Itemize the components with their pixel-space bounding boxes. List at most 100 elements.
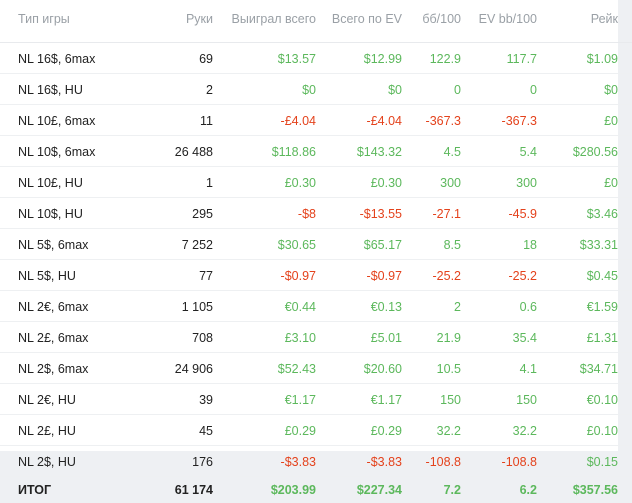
cell-ev-total: -£4.04 [316,105,402,136]
cell-won-total: -$8 [213,198,316,229]
cell-rake: €1.59 [537,291,632,322]
cell-ev-bb100: 117.7 [461,43,537,74]
col-header-ev-bb100[interactable]: EV bb/100 [461,0,537,43]
cell-hands: 77 [168,260,213,291]
cell-bb100: 7.2 [402,477,461,503]
col-header-ev-total[interactable]: Всего по EV [316,0,402,43]
cell-game-type: NL 10$, HU [0,198,168,229]
cell-ev-total: €1.17 [316,384,402,415]
cell-hands: 295 [168,198,213,229]
cell-game-type: NL 2$, 6max [0,353,168,384]
cell-bb100: 8.5 [402,229,461,260]
cell-ev-bb100: 6.2 [461,477,537,503]
col-header-won-total[interactable]: Выиграл всего [213,0,316,43]
cell-ev-total: $227.34 [316,477,402,503]
cell-bb100: -367.3 [402,105,461,136]
cell-game-type: NL 2£, 6max [0,322,168,353]
cell-bb100: 150 [402,384,461,415]
cell-ev-total: £0.30 [316,167,402,198]
cell-hands: 39 [168,384,213,415]
cell-rake: £1.31 [537,322,632,353]
cell-ev-bb100: -45.9 [461,198,537,229]
cell-won-total: €0.44 [213,291,316,322]
cell-game-type: NL 16$, HU [0,74,168,105]
cell-ev-total: $12.99 [316,43,402,74]
cell-ev-bb100: 5.4 [461,136,537,167]
cell-ev-total: -$0.97 [316,260,402,291]
cell-game-type: NL 2$, HU [0,446,168,477]
cell-won-total: £0.29 [213,415,316,446]
col-header-hands[interactable]: Руки [168,0,213,43]
cell-won-total: -$0.97 [213,260,316,291]
cell-won-total: $203.99 [213,477,316,503]
cell-rake: $0.15 [537,446,632,477]
col-header-game-type[interactable]: Тип игры [0,0,168,43]
cell-bb100: 4.5 [402,136,461,167]
cell-ev-bb100: -25.2 [461,260,537,291]
cell-bb100: 10.5 [402,353,461,384]
cell-ev-bb100: 150 [461,384,537,415]
cell-rake: £0 [537,167,632,198]
cell-game-type: NL 10$, 6max [0,136,168,167]
cell-rake: $280.56 [537,136,632,167]
cell-ev-total: $20.60 [316,353,402,384]
cell-rake: $0.45 [537,260,632,291]
cell-hands: 2 [168,74,213,105]
col-header-rake[interactable]: Рейк [537,0,632,43]
cell-hands: 61 174 [168,477,213,503]
cell-hands: 708 [168,322,213,353]
cell-bb100: 2 [402,291,461,322]
cell-rake: £0 [537,105,632,136]
cell-ev-total: £0.29 [316,415,402,446]
cell-won-total: $52.43 [213,353,316,384]
cell-ev-bb100: 32.2 [461,415,537,446]
cell-game-type: ИТОГ [0,477,168,503]
cell-won-total: £3.10 [213,322,316,353]
cell-ev-total: $0 [316,74,402,105]
cell-won-total: $13.57 [213,43,316,74]
cell-game-type: NL 5$, 6max [0,229,168,260]
cell-bb100: -25.2 [402,260,461,291]
cell-bb100: -108.8 [402,446,461,477]
cell-game-type: NL 16$, 6max [0,43,168,74]
cell-hands: 1 [168,167,213,198]
cell-game-type: NL 10£, 6max [0,105,168,136]
cell-rake: $357.56 [537,477,632,503]
cell-game-type: NL 2€, 6max [0,291,168,322]
cell-ev-total: £5.01 [316,322,402,353]
cell-ev-bb100: 0.6 [461,291,537,322]
stats-panel: Тип игры Руки Выиграл всего Всего по EV … [0,0,618,451]
cell-ev-total: $143.32 [316,136,402,167]
cell-hands: 11 [168,105,213,136]
cell-ev-bb100: -108.8 [461,446,537,477]
cell-hands: 1 105 [168,291,213,322]
cell-bb100: 122.9 [402,43,461,74]
cell-won-total: $30.65 [213,229,316,260]
table-header-row: Тип игры Руки Выиграл всего Всего по EV … [0,0,632,43]
cell-game-type: NL 5$, HU [0,260,168,291]
cell-ev-total: $65.17 [316,229,402,260]
cell-hands: 45 [168,415,213,446]
cell-game-type: NL 2£, HU [0,415,168,446]
cell-ev-bb100: 18 [461,229,537,260]
col-header-bb100[interactable]: бб/100 [402,0,461,43]
cell-rake: €0.10 [537,384,632,415]
cell-ev-total: €0.13 [316,291,402,322]
cell-bb100: 21.9 [402,322,461,353]
cell-won-total: $0 [213,74,316,105]
